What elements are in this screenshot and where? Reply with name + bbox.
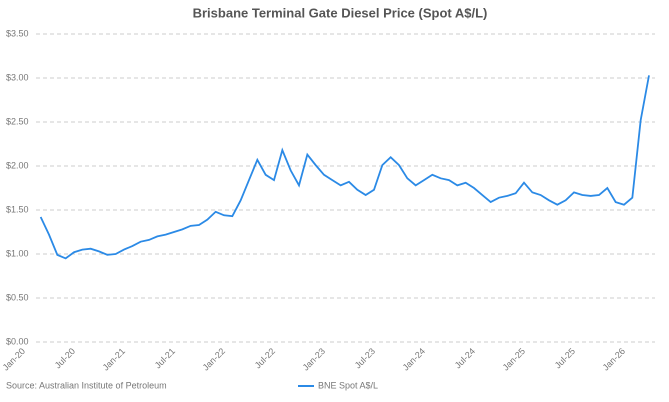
- x-tick-label: Jul-21: [153, 346, 177, 370]
- y-tick-label: $1.00: [6, 248, 29, 258]
- x-tick-label: Jan-21: [101, 346, 128, 373]
- source-note: Source: Australian Institute of Petroleu…: [6, 380, 167, 390]
- x-tick-label: Jul-23: [353, 346, 377, 370]
- y-tick-label: $2.50: [6, 116, 29, 126]
- y-tick-label: $0.50: [6, 292, 29, 302]
- chart-title: Brisbane Terminal Gate Diesel Price (Spo…: [193, 5, 488, 20]
- x-tick-label: Jul-25: [553, 346, 577, 370]
- x-tick-label: Jan-20: [1, 346, 28, 373]
- y-tick-label: $3.50: [6, 28, 29, 38]
- x-tick-label: Jan-26: [601, 346, 628, 373]
- x-tick-label: Jan-23: [301, 346, 328, 373]
- x-tick-label: Jul-22: [253, 346, 277, 370]
- x-tick-label: Jul-24: [453, 346, 477, 370]
- legend-label: BNE Spot A$/L: [318, 380, 378, 390]
- line-series: [39, 75, 650, 260]
- y-tick-label: $1.50: [6, 204, 29, 214]
- x-tick-label: Jan-22: [201, 346, 228, 373]
- y-tick-label: $3.00: [6, 72, 29, 82]
- x-tick-label: Jul-20: [53, 346, 77, 370]
- y-tick-label: $2.00: [6, 160, 29, 170]
- x-tick-label: Jan-24: [401, 346, 428, 373]
- y-tick-label: $0.00: [6, 336, 29, 346]
- x-tick-label: Jan-25: [501, 346, 528, 373]
